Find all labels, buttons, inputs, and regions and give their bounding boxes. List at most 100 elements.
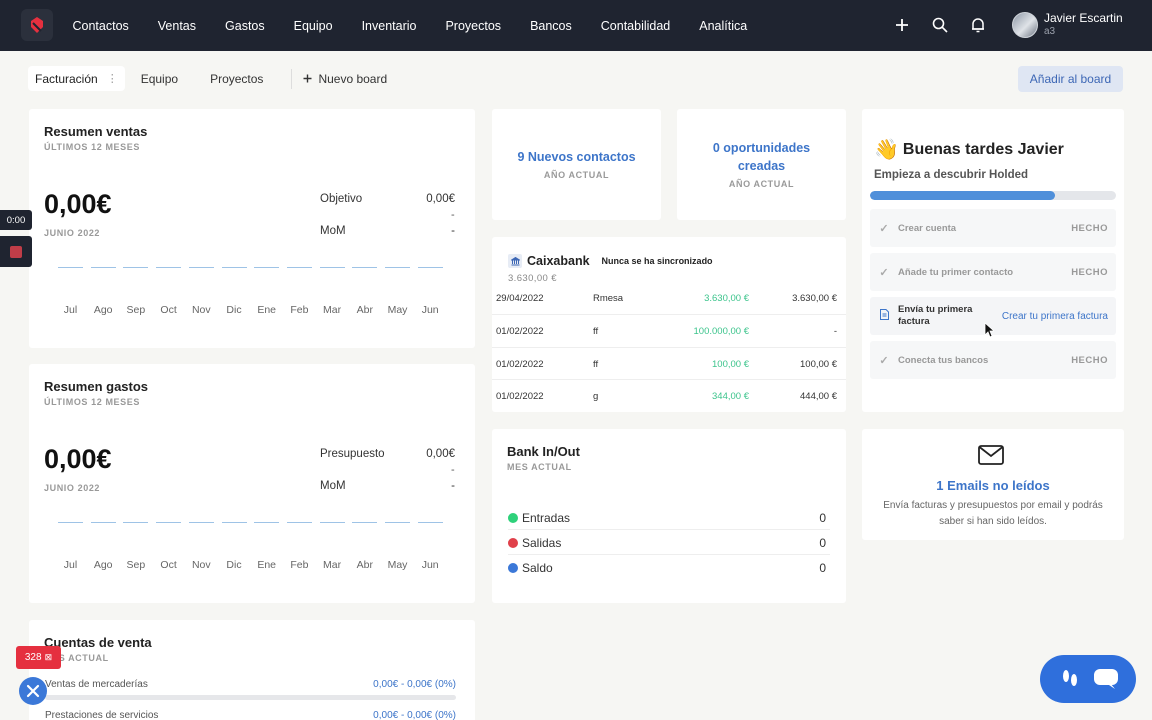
tx-balance: 444,00 €: [800, 391, 837, 402]
account-label: Ventas de mercaderías: [45, 679, 148, 690]
tx-balance: 3.630,00 €: [792, 293, 837, 304]
unread-emails-card[interactable]: 1 Emails no leídos Envía facturas y pres…: [862, 429, 1124, 540]
period-label: JUNIO 2022: [44, 483, 101, 493]
sync-status: Nunca se ha sincronizado: [601, 256, 713, 266]
chart-bar: [254, 522, 280, 523]
step-primera-factura[interactable]: Envía tu primera factura Crear tu primer…: [870, 297, 1116, 335]
nav-item-inventario[interactable]: Inventario: [361, 18, 417, 33]
tx-amount: 344,00 €: [712, 391, 749, 402]
list-item: Saldo 0: [508, 556, 830, 580]
user-menu[interactable]: Javier Escartin a3: [1012, 12, 1123, 38]
notification-badge[interactable]: 328 ⊠: [16, 646, 61, 669]
table-row[interactable]: 29/04/2022 Rmesa 3.630,00 € 3.630,00 €: [492, 282, 846, 314]
user-company: a3: [1044, 26, 1056, 38]
chat-widget-button[interactable]: [1040, 655, 1136, 703]
step-label: Crear cuenta: [898, 222, 957, 234]
expenses-amount: 0,00€: [44, 444, 112, 474]
month-label: Jun: [421, 304, 439, 316]
bank-balance: 3.630,00 €: [508, 273, 557, 284]
main-menu: Contactos Ventas Gastos Equipo Inventari…: [58, 0, 762, 51]
chart-bar: [319, 267, 345, 268]
month-label: Ene: [257, 559, 277, 571]
chart-bar: [319, 522, 345, 523]
create-first-invoice-link[interactable]: Crear tu primera factura: [1001, 310, 1108, 322]
nav-item-analitica[interactable]: Analítica: [699, 18, 748, 33]
salidas-dot: [508, 537, 518, 548]
table-row[interactable]: 01/02/2022 g 344,00 € 444,00 €: [492, 379, 846, 411]
nav-item-contabilidad[interactable]: Contabilidad: [600, 18, 671, 33]
close-icon: ⊠: [44, 652, 53, 662]
nav-item-contactos[interactable]: Contactos: [72, 18, 129, 33]
chart-bar: [417, 267, 443, 268]
tx-amount: 100,00 €: [712, 359, 749, 370]
card-subtitle: MES ACTUAL: [507, 462, 572, 472]
io-label: Salidas: [522, 535, 562, 550]
divider: [291, 68, 293, 89]
stat-period: AÑO ACTUAL: [728, 179, 795, 189]
bank-name: Caixabank: [527, 254, 590, 268]
nav-item-ventas[interactable]: Ventas: [157, 18, 197, 33]
nav-item-proyectos[interactable]: Proyectos: [445, 18, 502, 33]
plus-icon[interactable]: [890, 13, 914, 37]
chart-bar: [221, 522, 247, 523]
month-label: Jun: [421, 559, 439, 571]
chart-bar: [123, 267, 149, 268]
target-delta: -: [451, 209, 455, 221]
step-label: Añade tu primer contacto: [898, 266, 1014, 278]
new-board-button[interactable]: Nuevo board: [303, 72, 387, 86]
target-value: 0,00€: [426, 193, 455, 205]
check-icon: ✓: [879, 354, 889, 367]
nav-item-equipo[interactable]: Equipo: [293, 18, 333, 33]
io-value: 0: [819, 561, 826, 575]
expenses-summary-card: Resumen gastos ÚLTIMOS 12 MESES 0,00€ JU…: [29, 364, 475, 603]
month-label: Jul: [63, 559, 78, 571]
tx-balance: -: [833, 326, 837, 337]
bell-icon[interactable]: [966, 13, 990, 37]
budget-label: Presupuesto: [320, 448, 385, 460]
nav-actions: [890, 13, 990, 37]
account-label: Prestaciones de servicios: [45, 710, 159, 720]
tx-date: 01/02/2022: [496, 326, 544, 337]
sales-accounts-card: Cuentas de venta MES ACTUAL Ventas de me…: [29, 620, 475, 720]
holded-logo[interactable]: [21, 9, 53, 41]
nav-item-gastos[interactable]: Gastos: [225, 18, 265, 33]
tx-amount: 3.630,00 €: [704, 293, 749, 304]
card-title: Resumen gastos: [44, 379, 149, 394]
month-label: Sep: [126, 304, 146, 316]
envelope-icon: [978, 445, 1004, 470]
io-label: Saldo: [522, 561, 553, 575]
step-label: Envía tu primera factura: [898, 304, 973, 327]
tab-equipo[interactable]: Equipo: [140, 71, 179, 86]
new-contacts-card[interactable]: 9 Nuevos contactos AÑO ACTUAL: [492, 109, 661, 220]
tools-icon: [26, 684, 40, 698]
tx-date: 01/02/2022: [496, 391, 544, 402]
month-label: Mar: [323, 304, 342, 316]
table-row[interactable]: 01/02/2022 ff 100,00 € 100,00 €: [492, 347, 846, 379]
account-row[interactable]: Prestaciones de servicios 0,00€ - 0,00€ …: [45, 710, 456, 720]
footprints-icon: [1062, 670, 1077, 686]
chart-bar: [417, 522, 443, 523]
chart-bar: [352, 522, 378, 523]
saldo-dot: [508, 563, 518, 573]
new-board-label: Nuevo board: [318, 71, 388, 86]
chart-bar: [156, 267, 182, 268]
month-label: Oct: [160, 304, 177, 316]
search-icon[interactable]: [928, 13, 952, 37]
account-value: 0,00€ - 0,00€ (0%): [373, 710, 456, 720]
tools-button[interactable]: [19, 677, 47, 705]
account-progress: [45, 695, 456, 700]
more-options-icon[interactable]: ⋮: [106, 73, 118, 85]
tab-facturacion[interactable]: Facturación ⋮: [28, 66, 125, 91]
nav-item-bancos[interactable]: Bancos: [530, 18, 572, 33]
opportunities-card[interactable]: 0 oportunidades creadas AÑO ACTUAL: [677, 109, 846, 220]
stop-recording-button[interactable]: [0, 236, 32, 267]
tab-proyectos[interactable]: Proyectos: [210, 71, 264, 86]
month-label: Dic: [226, 559, 242, 571]
table-row[interactable]: 01/02/2022 ff 100.000,00 € -: [492, 314, 846, 346]
sales-amount: 0,00€: [44, 189, 112, 219]
add-to-board-button[interactable]: Añadir al board: [1018, 66, 1123, 92]
chart-bar: [90, 267, 116, 268]
mom-value: -: [451, 480, 455, 492]
account-row[interactable]: Ventas de mercaderías 0,00€ - 0,00€ (0%): [45, 679, 456, 690]
recording-timer: 0:00: [0, 210, 32, 230]
